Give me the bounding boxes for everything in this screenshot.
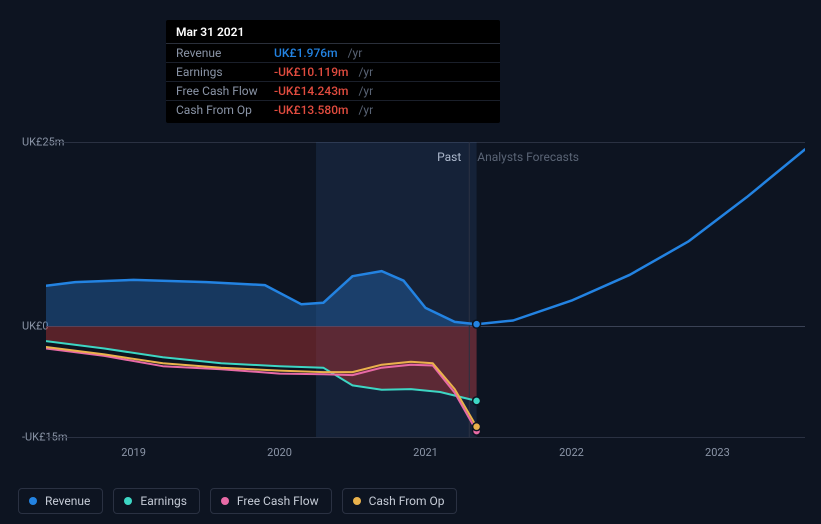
x-axis-label: 2021 [413,446,438,459]
tooltip-metric-label: Earnings [176,65,266,79]
tooltip-metric-label: Revenue [176,46,266,60]
cfo-end-marker [473,423,481,431]
legend-label: Revenue [45,494,90,508]
revenue-end-marker [473,320,481,328]
tooltip-metric-value: UK£1.976m [274,46,338,60]
tooltip-metric-value: -UK£10.119m [274,65,348,79]
legend-swatch [221,497,229,505]
tooltip-metric-unit: /yr [358,103,373,117]
tooltip-metric-unit: /yr [348,46,363,60]
x-axis-label: 2020 [267,446,292,459]
chart-plot[interactable] [46,142,805,437]
x-axis-label: 2022 [559,446,584,459]
tooltip-row: Revenue UK£1.976m/yr [166,44,500,63]
legend-item-earnings[interactable]: Earnings [113,488,200,514]
chart-legend: Revenue Earnings Free Cash Flow Cash From O… [18,488,457,514]
earnings-end-marker [473,397,481,405]
legend-item-fcf[interactable]: Free Cash Flow [210,488,332,514]
line-chart: UK£25mUK£0-UK£15m Past Analysts Forecast… [16,122,805,467]
tooltip-metric-unit: /yr [358,65,373,79]
legend-swatch [124,497,132,505]
legend-swatch [353,497,361,505]
x-axis-label: 2019 [121,446,146,459]
legend-label: Cash From Op [369,494,445,508]
legend-item-revenue[interactable]: Revenue [18,488,103,514]
x-axis-label: 2023 [705,446,730,459]
legend-item-cfo[interactable]: Cash From Op [342,488,458,514]
tooltip-date: Mar 31 2021 [166,20,500,44]
tooltip-row: Cash From Op -UK£13.580m/yr [166,101,500,123]
chart-container: Mar 31 2021 RevenueUK£1.976m/yrEarnings-… [0,0,821,524]
tooltip-metric-value: -UK£13.580m [274,103,348,117]
legend-label: Free Cash Flow [237,494,319,508]
y-gridline [46,437,805,438]
tooltip-metric-value: -UK£14.243m [274,84,348,98]
tooltip-metric-label: Cash From Op [176,103,266,117]
legend-swatch [29,497,37,505]
tooltip-row: Free Cash Flow -UK£14.243m/yr [166,82,500,101]
tooltip-row: Earnings -UK£10.119m/yr [166,63,500,82]
tooltip-metric-label: Free Cash Flow [176,84,266,98]
chart-tooltip: Mar 31 2021 RevenueUK£1.976m/yrEarnings-… [166,20,500,123]
tooltip-metric-unit: /yr [358,84,373,98]
y-axis-label: UK£0 [22,320,49,333]
legend-label: Earnings [140,494,187,508]
